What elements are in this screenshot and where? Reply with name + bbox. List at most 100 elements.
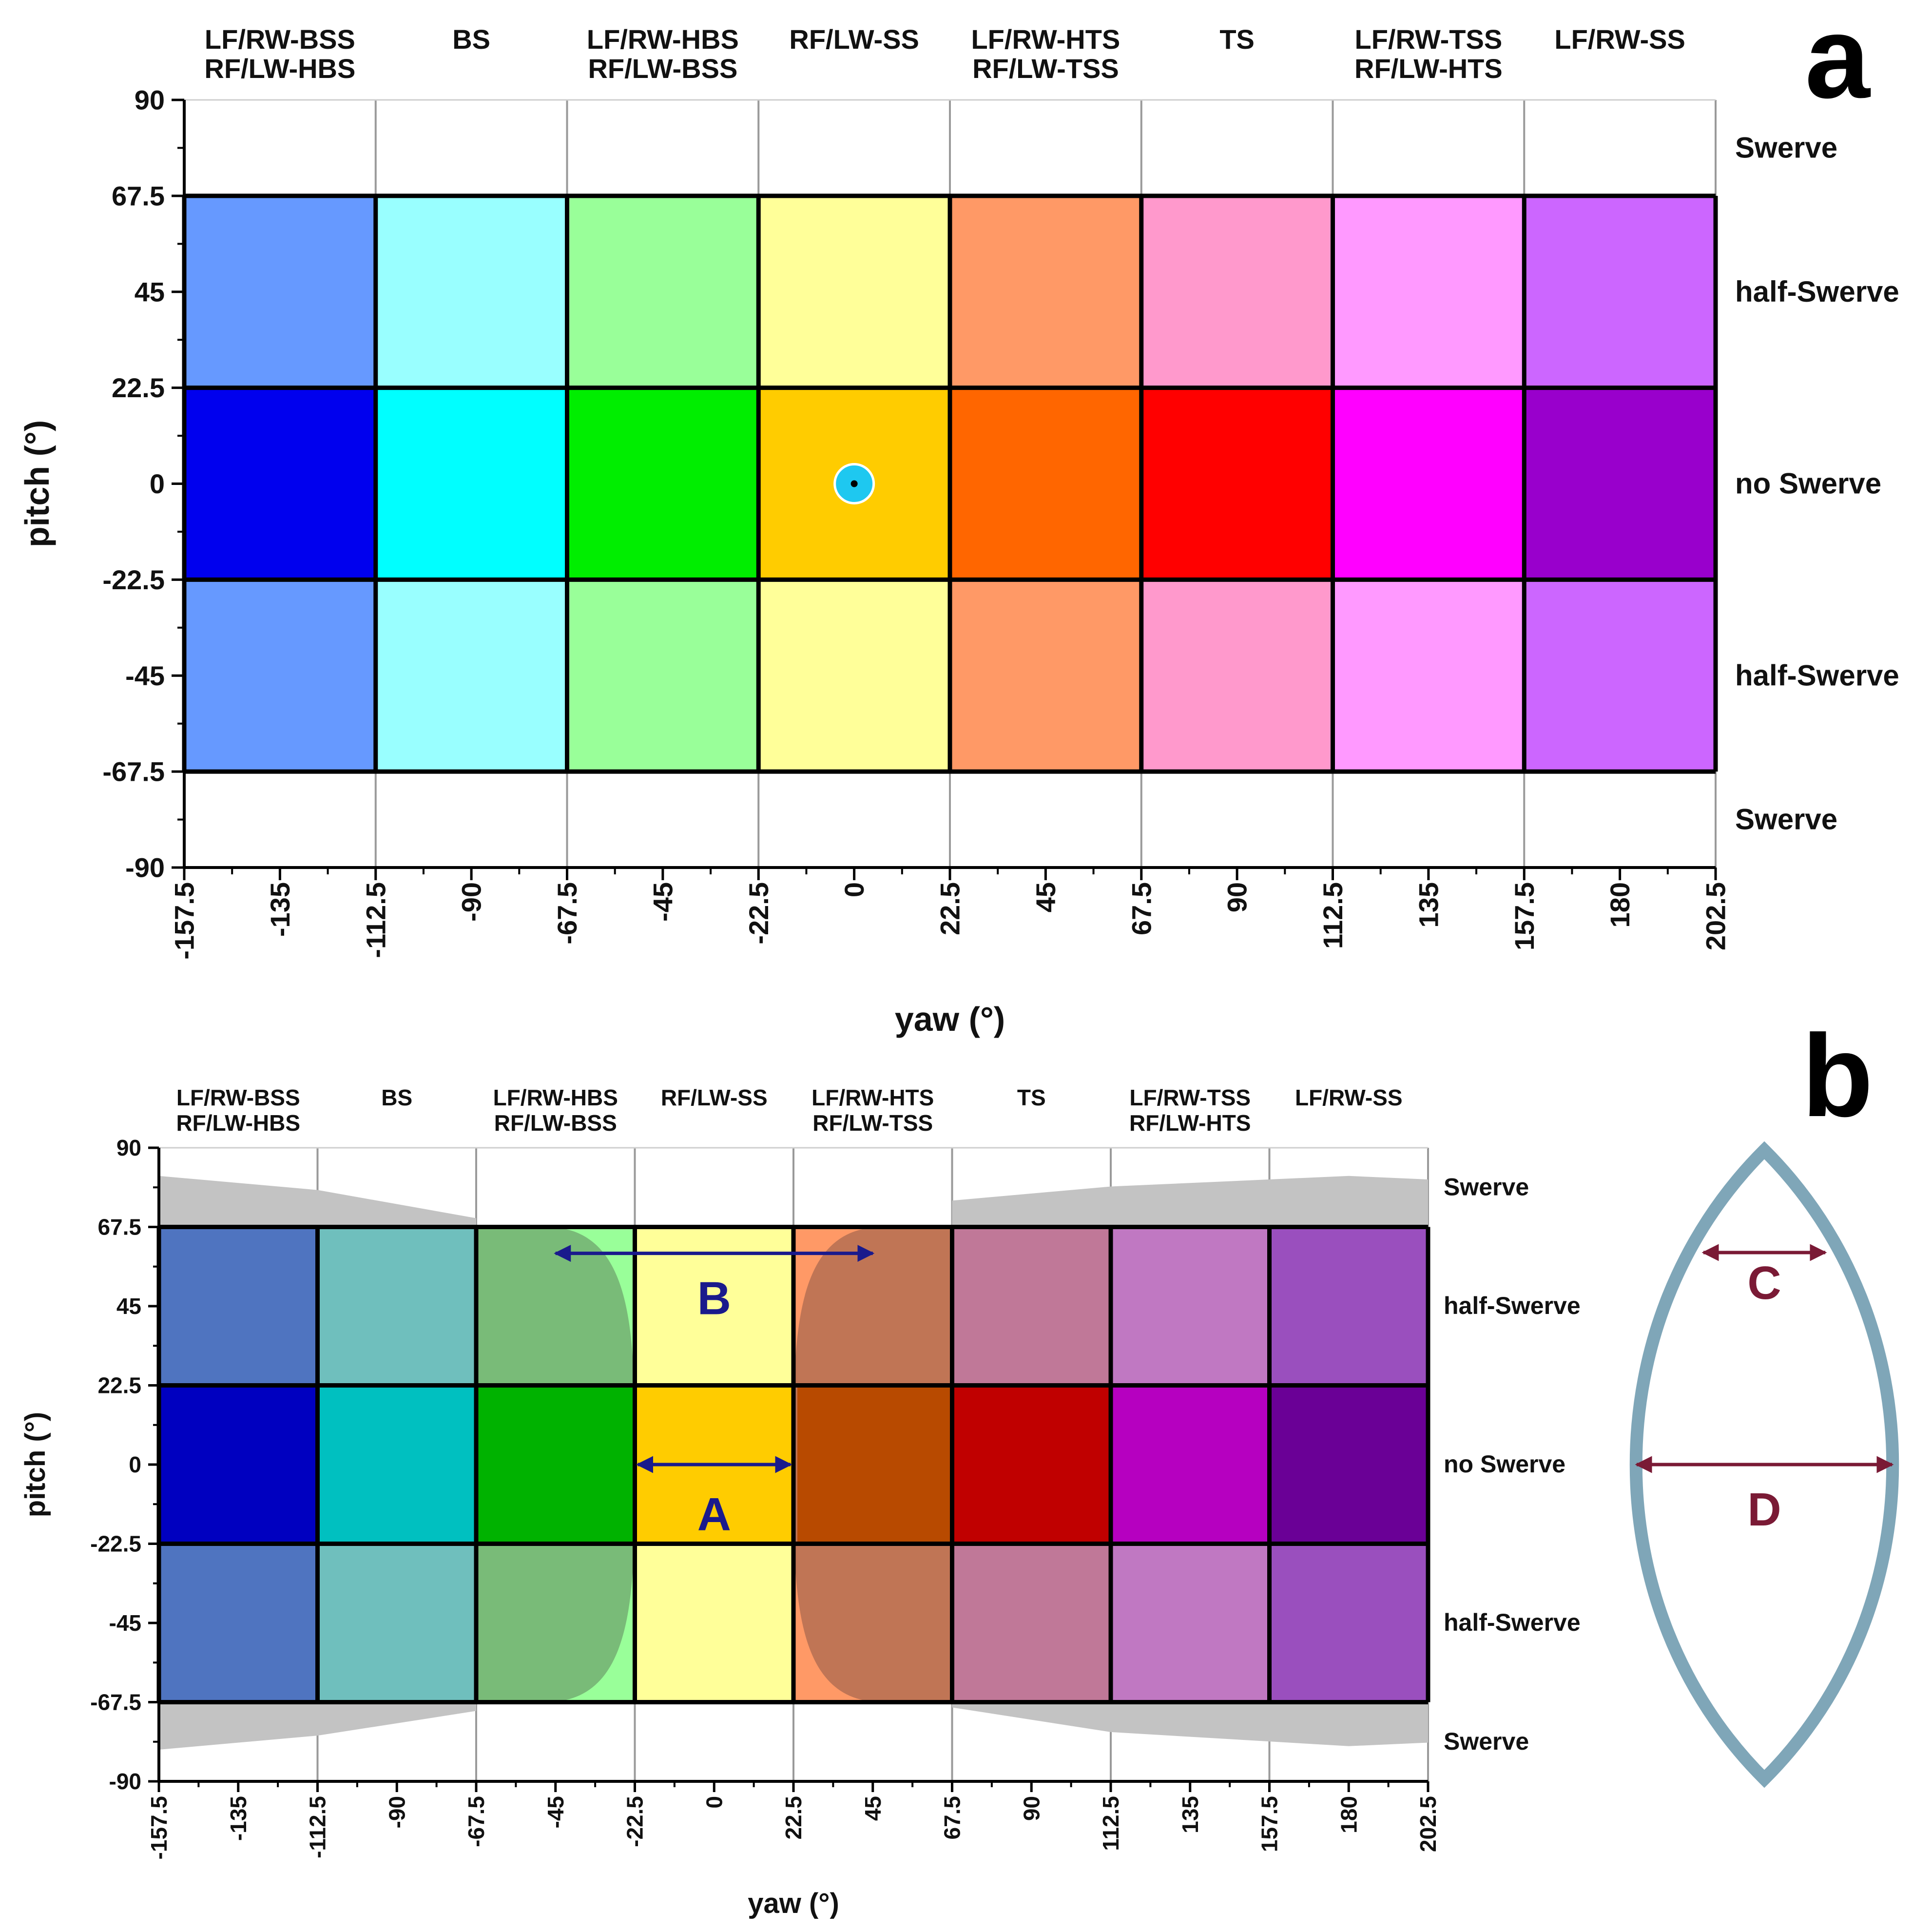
heatmap-cell [567, 579, 759, 772]
panel-letter: b [1802, 1010, 1874, 1141]
label-d: D [1747, 1484, 1781, 1536]
y-tick-label: 67.5 [112, 180, 165, 211]
x-axis-title: yaw (°) [748, 1888, 839, 1919]
y-tick-label: 67.5 [97, 1215, 141, 1240]
heatmap-cell [317, 1385, 476, 1544]
row-label: Swerve [1444, 1728, 1529, 1755]
column-label: LF/RW-HTS [971, 24, 1120, 55]
heatmap-cell [1333, 195, 1525, 388]
heatmap-cell [184, 579, 376, 772]
x-tick-label: 112.5 [1317, 882, 1348, 949]
heatmap-cell [1111, 1544, 1270, 1702]
row-label: half-Swerve [1735, 659, 1899, 692]
column-label: LF/RW-HBS [493, 1085, 618, 1110]
column-label: LF/RW-SS [1295, 1085, 1403, 1110]
row-label: Swerve [1444, 1173, 1529, 1200]
column-label: RF/LW-BSS [588, 53, 737, 84]
heatmap-cell [159, 1227, 318, 1386]
x-tick-label: 45 [1030, 882, 1061, 912]
heatmap-cell [184, 195, 376, 388]
y-axis-title: pitch (°) [19, 1412, 51, 1517]
x-tick-label: -45 [543, 1796, 568, 1828]
heatmap-cell [375, 579, 567, 772]
heatmap-cell [1269, 1385, 1428, 1544]
x-tick-label: -67.5 [552, 882, 582, 945]
y-tick-label: 0 [129, 1452, 141, 1477]
x-tick-label: -157.5 [146, 1796, 172, 1859]
x-tick-label: 180 [1336, 1796, 1361, 1834]
y-tick-label: 22.5 [112, 372, 165, 403]
occlusion-band-top [159, 1176, 1428, 1227]
column-label: BS [381, 1085, 412, 1110]
y-tick-label: -22.5 [90, 1531, 141, 1557]
y-tick-label: 0 [150, 468, 165, 499]
y-tick-label: -90 [125, 852, 165, 883]
y-tick-label: -22.5 [102, 564, 165, 595]
row-label: half-Swerve [1444, 1609, 1581, 1636]
x-tick-label: 135 [1178, 1796, 1203, 1834]
heatmap-cell [635, 1544, 793, 1702]
y-tick-label: 45 [135, 276, 165, 307]
x-tick-label: 90 [1222, 882, 1253, 912]
heatmap-cell [1141, 387, 1333, 580]
heatmap-cell [952, 1544, 1111, 1702]
x-tick-label: -112.5 [305, 1796, 330, 1858]
row-label: no Swerve [1444, 1450, 1565, 1478]
y-tick-label: -45 [109, 1610, 141, 1636]
column-label: LF/RW-SS [1554, 24, 1685, 55]
heatmap-cell [1333, 387, 1525, 580]
column-label: RF/LW-TSS [812, 1110, 933, 1136]
x-tick-label: -135 [265, 882, 295, 937]
heatmap-cell [1111, 1227, 1270, 1386]
column-label: LF/RW-TSS [1355, 24, 1503, 55]
x-tick-label: -22.5 [743, 882, 774, 945]
heatmap-cell [1141, 195, 1333, 388]
x-tick-label: -135 [226, 1796, 251, 1841]
column-label: RF/LW-HBS [176, 1110, 300, 1136]
row-label: half-Swerve [1735, 275, 1899, 308]
column-label: RF/LW-BSS [494, 1110, 617, 1136]
heatmap-cell [1269, 1227, 1428, 1386]
heatmap-cell [1524, 195, 1716, 388]
heatmap-cell [950, 387, 1141, 580]
x-tick-label: 45 [860, 1796, 886, 1821]
heatmap-cell [1141, 579, 1333, 772]
x-tick-label: 202.5 [1415, 1796, 1441, 1852]
row-label: Swerve [1735, 131, 1837, 164]
occlusion-band-bottom [159, 1702, 1428, 1750]
column-label: LF/RW-TSS [1129, 1085, 1251, 1110]
panel-letter: a [1805, 0, 1871, 122]
y-tick-label: -90 [109, 1769, 141, 1794]
x-tick-label: 157.5 [1509, 882, 1540, 950]
label-c: C [1747, 1257, 1781, 1309]
heatmap-cell [476, 1385, 635, 1544]
y-tick-label: -67.5 [102, 756, 165, 787]
column-label: BS [452, 24, 490, 55]
column-label: LF/RW-HBS [587, 24, 739, 55]
x-tick-label: 0 [701, 1796, 727, 1809]
column-label: LF/RW-HTS [811, 1085, 934, 1110]
heatmap-cell [797, 1385, 952, 1544]
column-label: RF/LW-TSS [972, 53, 1119, 84]
heatmap-cell [950, 579, 1141, 772]
y-tick-label: 90 [116, 1135, 141, 1160]
lens-diagram: CD [1629, 1141, 1899, 1788]
y-tick-label: 90 [135, 85, 165, 116]
heatmap-cell [317, 1227, 476, 1386]
x-tick-label: -112.5 [360, 882, 391, 958]
heatmap-cell [317, 1544, 476, 1702]
x-tick-label: -90 [456, 882, 487, 922]
heatmap-cell [1524, 387, 1716, 580]
x-tick-label: 90 [1019, 1796, 1044, 1821]
origin-marker-dot [850, 480, 858, 487]
heatmap-cell [950, 195, 1141, 388]
heatmap-cell [1111, 1385, 1270, 1544]
x-tick-label: 180 [1604, 882, 1635, 927]
heatmap-cell [758, 195, 950, 388]
x-tick-label: 67.5 [1126, 882, 1157, 935]
column-label: RF/LW-HBS [204, 53, 355, 84]
heatmap-cell [758, 579, 950, 772]
x-tick-label: 67.5 [940, 1796, 965, 1840]
